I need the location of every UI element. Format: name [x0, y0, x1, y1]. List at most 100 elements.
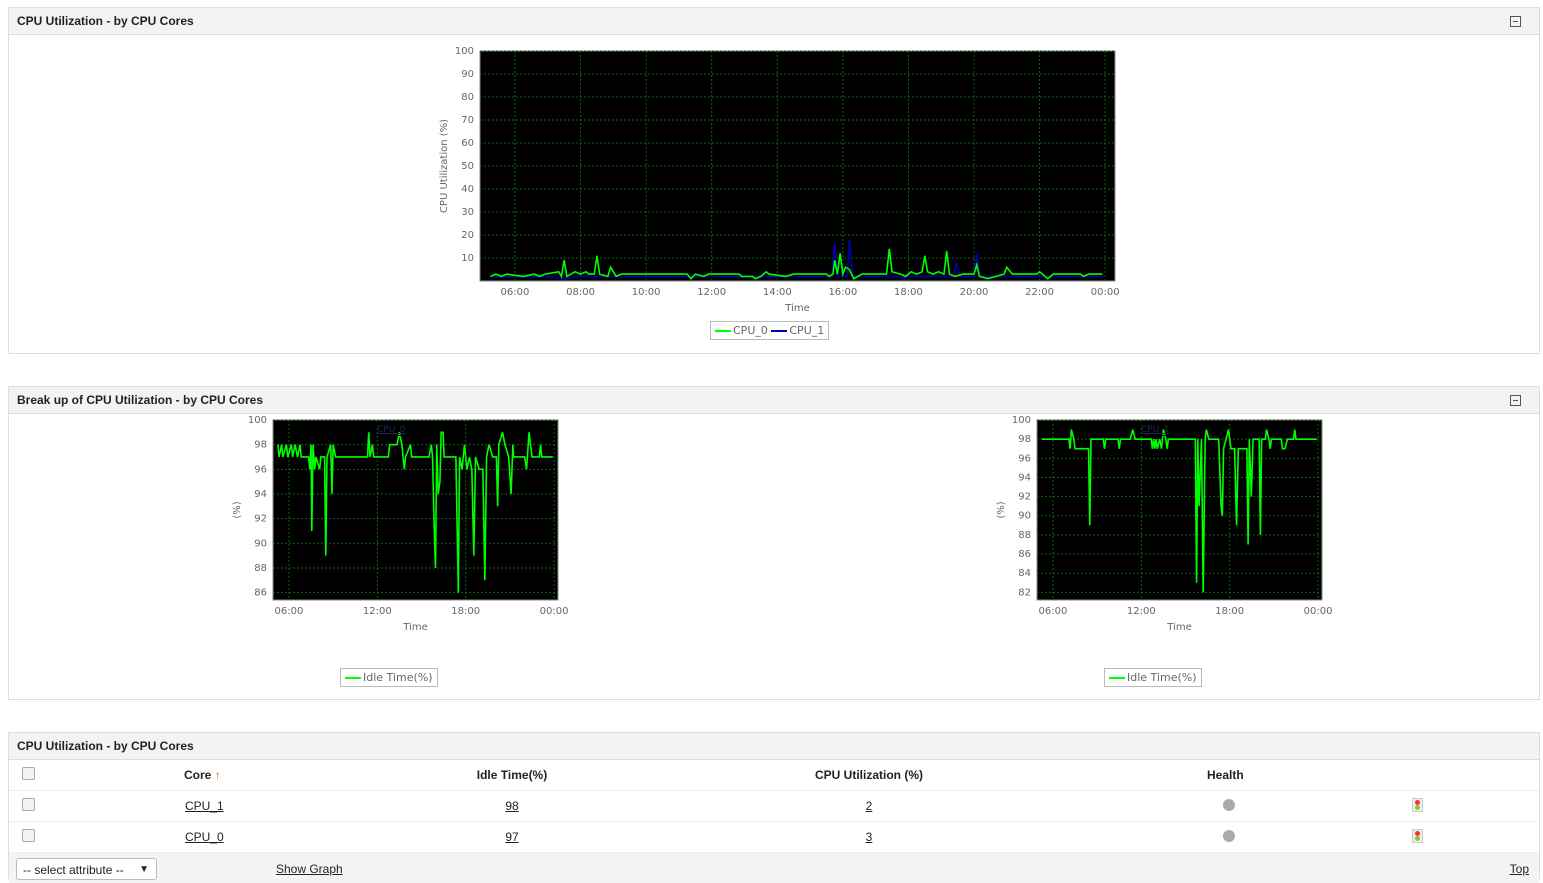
row-checkbox[interactable] [21, 798, 35, 811]
y-tick-label: 80 [461, 92, 474, 103]
health-status-icon [1223, 798, 1235, 811]
dropdown-arrow-icon: ▼ [139, 864, 149, 875]
core-link[interactable]: CPU_1 [185, 799, 224, 813]
health-status-icon [1223, 829, 1235, 842]
idle-link[interactable]: 97 [505, 830, 519, 844]
x-tick-label: 20:00 [960, 287, 989, 298]
legend-item-cpu1: CPU_1 [771, 324, 824, 337]
x-tick-label: 06:00 [1039, 606, 1068, 617]
x-tick-label: 22:00 [1025, 287, 1054, 298]
y-axis-label: CPU Utilization (%) [439, 119, 450, 213]
y-tick-label: 100 [248, 415, 267, 426]
y-tick-label: 60 [461, 138, 474, 149]
x-axis-label: Time [1166, 622, 1191, 633]
y-tick-label: 20 [461, 230, 474, 241]
breakup-panel: Break up of CPU Utilization - by CPU Cor… [8, 386, 1540, 700]
y-tick-label: 30 [461, 207, 474, 218]
x-tick-label: 12:00 [697, 287, 726, 298]
y-tick-label: 90 [461, 69, 474, 80]
select-attribute-dropdown[interactable]: -- select attribute -- ▼ [16, 858, 157, 880]
cpu1-idle-chart: 82 84 86 88 90 92 94 96 98 100 06:00 12:00 18:00 00:0… [996, 415, 1332, 633]
panel-header: CPU Utilization - by CPU Cores [9, 733, 1539, 760]
series-line-cpu-1 [490, 239, 1103, 280]
cpu-utilization-panel: CPU Utilization - by CPU Cores 10 20 30 40 5… [8, 7, 1540, 354]
x-axis-label: Time [402, 622, 427, 633]
select-all-checkbox[interactable] [21, 767, 35, 780]
util-link[interactable]: 2 [865, 799, 873, 813]
chart-legend: CPU_0 CPU_1 [710, 321, 830, 340]
y-tick-label: 92 [254, 514, 267, 525]
y-tick-label: 94 [254, 489, 267, 500]
y-tick-label: 88 [1018, 530, 1031, 541]
series-line-cpu-0 [490, 248, 1103, 280]
y-tick-label: 94 [1018, 472, 1031, 483]
cpu1-chart-link[interactable]: CPU_1 [1138, 424, 1173, 436]
row-checkbox[interactable] [21, 829, 35, 842]
core-link[interactable]: CPU_0 [185, 830, 224, 844]
table-row: CPU_1 98 2 [9, 790, 1539, 822]
y-tick-label: 86 [254, 588, 267, 599]
panel-header: CPU Utilization - by CPU Cores [9, 8, 1539, 35]
y-tick-label: 10 [461, 253, 474, 264]
column-util[interactable]: CPU Utilization (%) [663, 760, 1075, 791]
top-link[interactable]: Top [1509, 862, 1529, 876]
plot-area [272, 419, 559, 601]
collapse-icon[interactable] [1510, 395, 1521, 406]
x-tick-label: 00:00 [540, 606, 569, 617]
y-tick-label: 70 [461, 115, 474, 126]
idle-link[interactable]: 98 [505, 799, 519, 813]
util-link[interactable]: 3 [865, 830, 873, 844]
x-tick-label: 12:00 [1127, 606, 1156, 617]
cpu-cores-table: Core ↑ Idle Time(%) CPU Utilization (%) … [9, 760, 1539, 853]
y-tick-label: 100 [1012, 415, 1031, 426]
series-line-idle-time- [1041, 429, 1317, 593]
traffic-light-icon[interactable] [1412, 797, 1423, 812]
cpu-utilization-chart: 10 20 30 40 50 60 70 80 90 100 06:00 08:00 10:00 12:0… [439, 46, 1120, 314]
panel-title: Break up of CPU Utilization - by CPU Cor… [17, 393, 264, 407]
x-tick-label: 08:00 [566, 287, 595, 298]
y-tick-label: 98 [254, 440, 267, 451]
cpu0-chart-link[interactable]: CPU_0 [374, 424, 409, 436]
table-row: CPU_0 97 3 [9, 821, 1539, 853]
y-tick-label: 100 [455, 46, 474, 57]
y-tick-label: 92 [1018, 492, 1031, 503]
series-line-idle-time- [277, 431, 553, 593]
y-tick-label: 84 [1018, 568, 1031, 579]
column-core[interactable]: Core ↑ [47, 760, 361, 791]
column-idle[interactable]: Idle Time(%) [361, 760, 663, 791]
x-tick-label: 00:00 [1091, 287, 1120, 298]
chart-legend: Idle Time(%) [1104, 668, 1202, 687]
x-tick-label: 06:00 [501, 287, 530, 298]
traffic-light-icon[interactable] [1412, 828, 1423, 843]
y-tick-label: 40 [461, 184, 474, 195]
table-header-row: Core ↑ Idle Time(%) CPU Utilization (%) … [9, 760, 1539, 791]
panel-header: Break up of CPU Utilization - by CPU Cor… [9, 387, 1539, 414]
legend-item-cpu0: CPU_0 [715, 324, 768, 337]
show-graph-link[interactable]: Show Graph [276, 862, 343, 876]
y-tick-label: 98 [1018, 434, 1031, 445]
x-tick-label: 18:00 [894, 287, 923, 298]
y-axis-label: (%) [232, 501, 243, 518]
table-footer: -- select attribute -- ▼ Show Graph Top [9, 853, 1539, 883]
panel-title: CPU Utilization - by CPU Cores [17, 14, 194, 28]
sort-asc-icon: ↑ [214, 768, 221, 782]
y-tick-label: 86 [1018, 549, 1031, 560]
x-tick-label: 10:00 [632, 287, 661, 298]
cpu-table-panel: CPU Utilization - by CPU Cores Core ↑ Id… [8, 732, 1540, 883]
x-tick-label: 06:00 [275, 606, 304, 617]
x-tick-label: 14:00 [763, 287, 792, 298]
y-tick-label: 50 [461, 161, 474, 172]
y-tick-label: 90 [1018, 511, 1031, 522]
x-axis-label: Time [784, 303, 809, 314]
chart-legend: Idle Time(%) [340, 668, 438, 687]
cpu0-idle-chart: 86 88 90 92 94 96 98 100 06:00 12:00 18:00 00:00 Tim… [232, 415, 569, 633]
x-tick-label: 12:00 [363, 606, 392, 617]
y-tick-label: 96 [1018, 453, 1031, 464]
y-tick-label: 96 [254, 464, 267, 475]
y-tick-label: 82 [1018, 587, 1031, 598]
x-tick-label: 18:00 [451, 606, 480, 617]
y-axis-label: (%) [996, 501, 1007, 518]
x-tick-label: 18:00 [1215, 606, 1244, 617]
y-tick-label: 88 [254, 563, 267, 574]
collapse-icon[interactable] [1510, 16, 1521, 27]
